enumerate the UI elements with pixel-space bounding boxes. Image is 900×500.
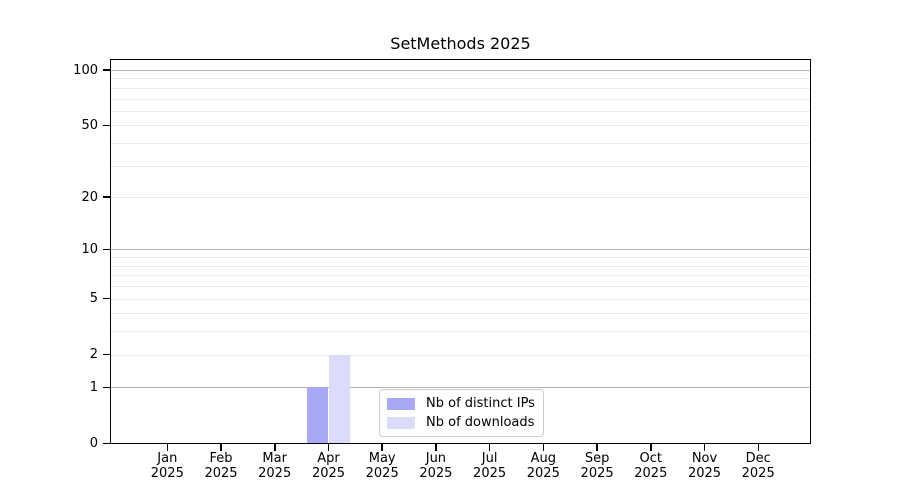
y-tick-label: 20	[81, 189, 98, 205]
x-tick-label: Jan 2025	[150, 451, 184, 481]
y-tick-label: 0	[89, 436, 98, 451]
x-tick-mark	[274, 444, 276, 451]
x-tick-label: Jul 2025	[473, 451, 507, 481]
gridline	[111, 143, 810, 144]
x-tick-mark	[220, 444, 222, 451]
legend-swatch-downloads	[387, 416, 415, 429]
x-tick-mark	[596, 444, 598, 451]
y-tick-mark	[103, 124, 110, 126]
gridline	[111, 313, 810, 315]
y-tick-label: 1	[89, 379, 98, 395]
y-tick-mark	[103, 69, 110, 71]
x-tick-mark	[757, 444, 759, 451]
x-tick-label: Sep 2025	[580, 451, 614, 481]
y-tick-mark	[103, 297, 110, 300]
gridline	[111, 265, 810, 267]
x-tick-mark	[435, 444, 437, 451]
chart-title: SetMethods 2025	[390, 34, 531, 53]
y-tick-label: 2	[89, 347, 98, 363]
legend-label: Nb of downloads	[426, 414, 535, 430]
plot-frame	[110, 59, 811, 444]
x-tick-label: Feb 2025	[204, 451, 238, 481]
x-tick-mark	[381, 444, 383, 451]
gridline	[111, 298, 810, 300]
x-tick-mark	[327, 444, 330, 451]
gridline-major	[111, 249, 810, 251]
x-tick-label: Nov 2025	[687, 451, 722, 481]
y-tick-label: 5	[89, 291, 98, 306]
x-tick-mark	[488, 444, 491, 451]
y-tick-label: 10	[81, 241, 98, 257]
gridline	[111, 197, 810, 199]
y-tick-mark	[103, 442, 110, 445]
y-tick-mark	[103, 386, 110, 389]
x-tick-label: Aug 2025	[526, 451, 560, 481]
gridline	[111, 165, 810, 167]
x-tick-mark	[166, 444, 169, 451]
legend-entry-distinct-ips: Nb of distinct IPs	[387, 395, 536, 411]
x-tick-label: May 2025	[365, 451, 399, 481]
gridline	[111, 98, 810, 100]
gridline	[111, 87, 810, 89]
legend-label: Nb of distinct IPs	[426, 395, 535, 411]
bar-nb-of-downloads-apr	[328, 354, 351, 444]
legend-swatch-distinct-ips	[387, 397, 415, 410]
gridline	[111, 286, 810, 287]
gridline	[111, 110, 810, 112]
legend: Nb of distinct IPs Nb of downloads	[379, 389, 544, 437]
gridline	[111, 354, 810, 356]
gridline	[111, 125, 810, 127]
y-tick-mark	[103, 353, 110, 356]
gridline	[111, 78, 810, 80]
y-tick-label: 50	[81, 117, 98, 133]
gridline-major	[111, 387, 810, 389]
y-tick-mark	[103, 196, 110, 198]
x-tick-label: Dec 2025	[741, 451, 775, 481]
y-tick-label: 100	[73, 62, 98, 78]
x-tick-mark	[650, 444, 652, 451]
x-tick-label: Mar 2025	[258, 451, 292, 481]
gridline	[111, 257, 810, 259]
y-tick-mark	[103, 248, 110, 251]
x-tick-mark	[703, 444, 706, 451]
bar-nb-of-distinct-ips-apr	[306, 387, 329, 444]
x-tick-label: Oct 2025	[634, 451, 668, 481]
gridline	[111, 275, 810, 277]
legend-entry-downloads: Nb of downloads	[387, 414, 536, 430]
x-tick-label: Jun 2025	[419, 451, 453, 481]
gridline	[111, 331, 810, 333]
x-tick-label: Apr 2025	[311, 451, 346, 481]
gridline-major	[111, 70, 810, 71]
x-tick-mark	[542, 444, 545, 451]
